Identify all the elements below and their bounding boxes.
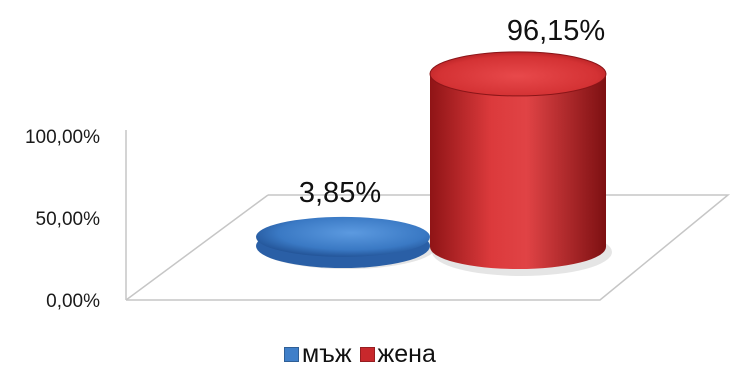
legend-swatch — [360, 347, 375, 362]
legend: мъж жена — [284, 340, 444, 368]
legend-item: жена — [360, 340, 436, 368]
bar-top — [430, 52, 606, 96]
bar-male — [256, 217, 436, 269]
bar-top — [256, 217, 430, 257]
y-tick-label: 50,00% — [36, 209, 101, 230]
y-tick-label: 0,00% — [46, 291, 100, 312]
y-tick-label: 100,00% — [25, 127, 100, 148]
bar-female — [430, 52, 612, 276]
legend-item: мъж — [284, 340, 352, 368]
legend-label: жена — [378, 340, 436, 368]
data-label: 3,85% — [299, 177, 381, 209]
legend-swatch — [284, 347, 299, 362]
bar-body — [430, 74, 606, 269]
chart-floor-left-edge — [126, 195, 268, 300]
data-label: 96,15% — [507, 15, 605, 47]
legend-label: мъж — [302, 340, 352, 368]
